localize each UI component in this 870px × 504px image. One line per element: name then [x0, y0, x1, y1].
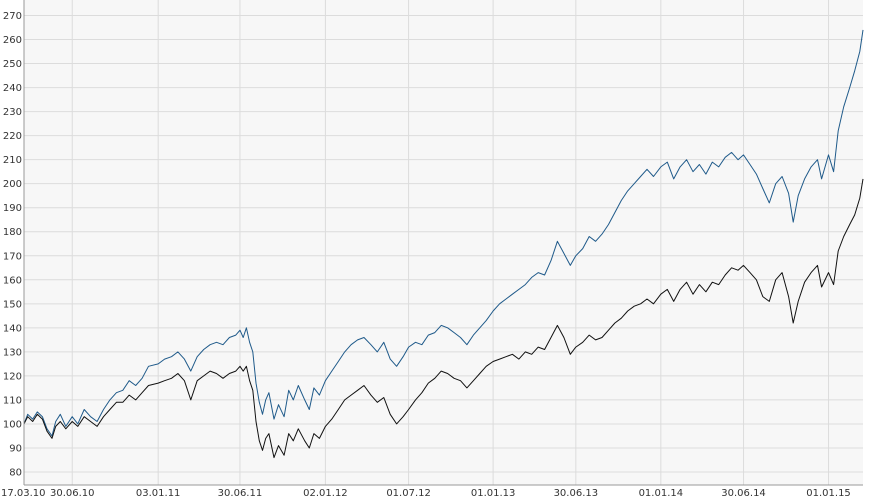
x-tick-label: 17.03.10	[1, 488, 46, 499]
x-tick-label: 02.01.12	[303, 488, 348, 499]
x-tick-label: 03.01.11	[136, 488, 181, 499]
y-tick-label: 100	[3, 419, 22, 430]
x-tick-label: 01.07.12	[386, 488, 431, 499]
y-tick-label: 170	[3, 251, 22, 262]
y-tick-label: 90	[9, 443, 22, 454]
y-tick-label: 160	[3, 275, 22, 286]
y-tick-label: 200	[3, 179, 22, 190]
x-tick-label: 30.06.14	[721, 488, 766, 499]
y-tick-label: 260	[3, 35, 22, 46]
x-tick-label: 01.01.15	[806, 488, 851, 499]
y-tick-label: 150	[3, 299, 22, 310]
y-tick-label: 210	[3, 155, 22, 166]
y-tick-label: 80	[9, 468, 22, 479]
y-tick-label: 140	[3, 323, 22, 334]
x-tick-label: 01.01.13	[471, 488, 516, 499]
x-tick-label: 01.01.14	[639, 488, 684, 499]
y-tick-label: 240	[3, 83, 22, 94]
y-tick-label: 230	[3, 107, 22, 118]
x-tick-label: 30.06.10	[50, 488, 95, 499]
series-line-blue	[23, 29, 864, 437]
y-tick-label: 110	[3, 395, 22, 406]
y-tick-label: 180	[3, 227, 22, 238]
series-line-black	[23, 178, 864, 459]
y-tick-label: 270	[3, 11, 22, 22]
y-tick-label: 220	[3, 131, 22, 142]
y-tick-label: 190	[3, 203, 22, 214]
x-tick-label: 30.06.13	[554, 488, 599, 499]
x-tick-label: 30.06.11	[218, 488, 263, 499]
y-tick-label: 130	[3, 347, 22, 358]
y-tick-label: 120	[3, 371, 22, 382]
plot-background	[24, 0, 863, 485]
series-group	[23, 29, 864, 459]
y-tick-label: 250	[3, 59, 22, 70]
